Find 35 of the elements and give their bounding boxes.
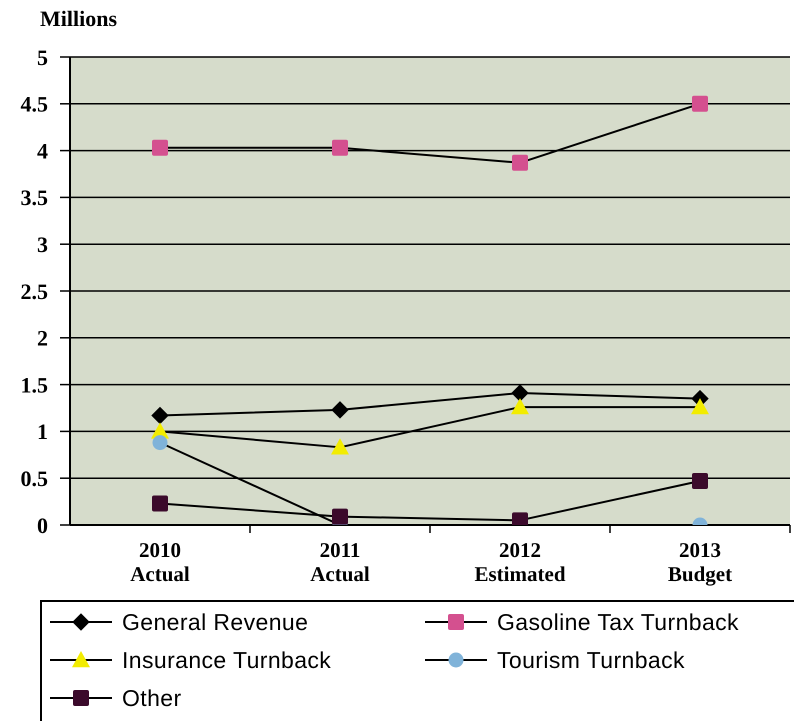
point	[152, 406, 168, 424]
y-tick-label: 1	[37, 419, 48, 444]
point	[692, 473, 708, 490]
y-tick-label: 3	[37, 232, 48, 258]
y-tick-label: 0.5	[20, 466, 48, 492]
point	[692, 96, 708, 112]
point	[332, 401, 348, 418]
point	[512, 384, 528, 402]
y-tick-label: 0	[37, 512, 48, 538]
y-tick-label: 3.5	[20, 185, 48, 210]
legend-label: Insurance Turnback	[122, 646, 332, 674]
y-tick-label: 2.5	[20, 278, 48, 304]
legend-label: General Revenue	[122, 608, 308, 636]
x-tick-label: 2011 Actual	[310, 538, 370, 586]
x-tick-label: 2012 Estimated	[474, 538, 566, 586]
x-tick-label: 2013 Budget	[668, 538, 732, 586]
point	[152, 495, 168, 512]
legend-label: Other	[122, 684, 182, 712]
point	[512, 154, 528, 171]
x-tick-label: 2010 Actual	[130, 538, 190, 586]
y-tick-label: 5	[37, 44, 48, 70]
point	[691, 398, 709, 414]
y-tick-label: 4	[37, 138, 48, 164]
legend-label: Gasoline Tax Turnback	[497, 608, 739, 636]
y-axis-title: Millions	[40, 6, 118, 32]
point	[152, 140, 168, 156]
point	[332, 140, 348, 156]
y-tick-label: 4.5	[20, 92, 48, 117]
point	[511, 398, 529, 414]
point	[331, 438, 349, 455]
y-tick-label: 1.5	[20, 372, 48, 398]
point	[332, 508, 348, 525]
legend-label: Tourism Turnback	[497, 646, 685, 674]
point	[152, 435, 168, 450]
y-tick-label: 2	[37, 326, 48, 351]
